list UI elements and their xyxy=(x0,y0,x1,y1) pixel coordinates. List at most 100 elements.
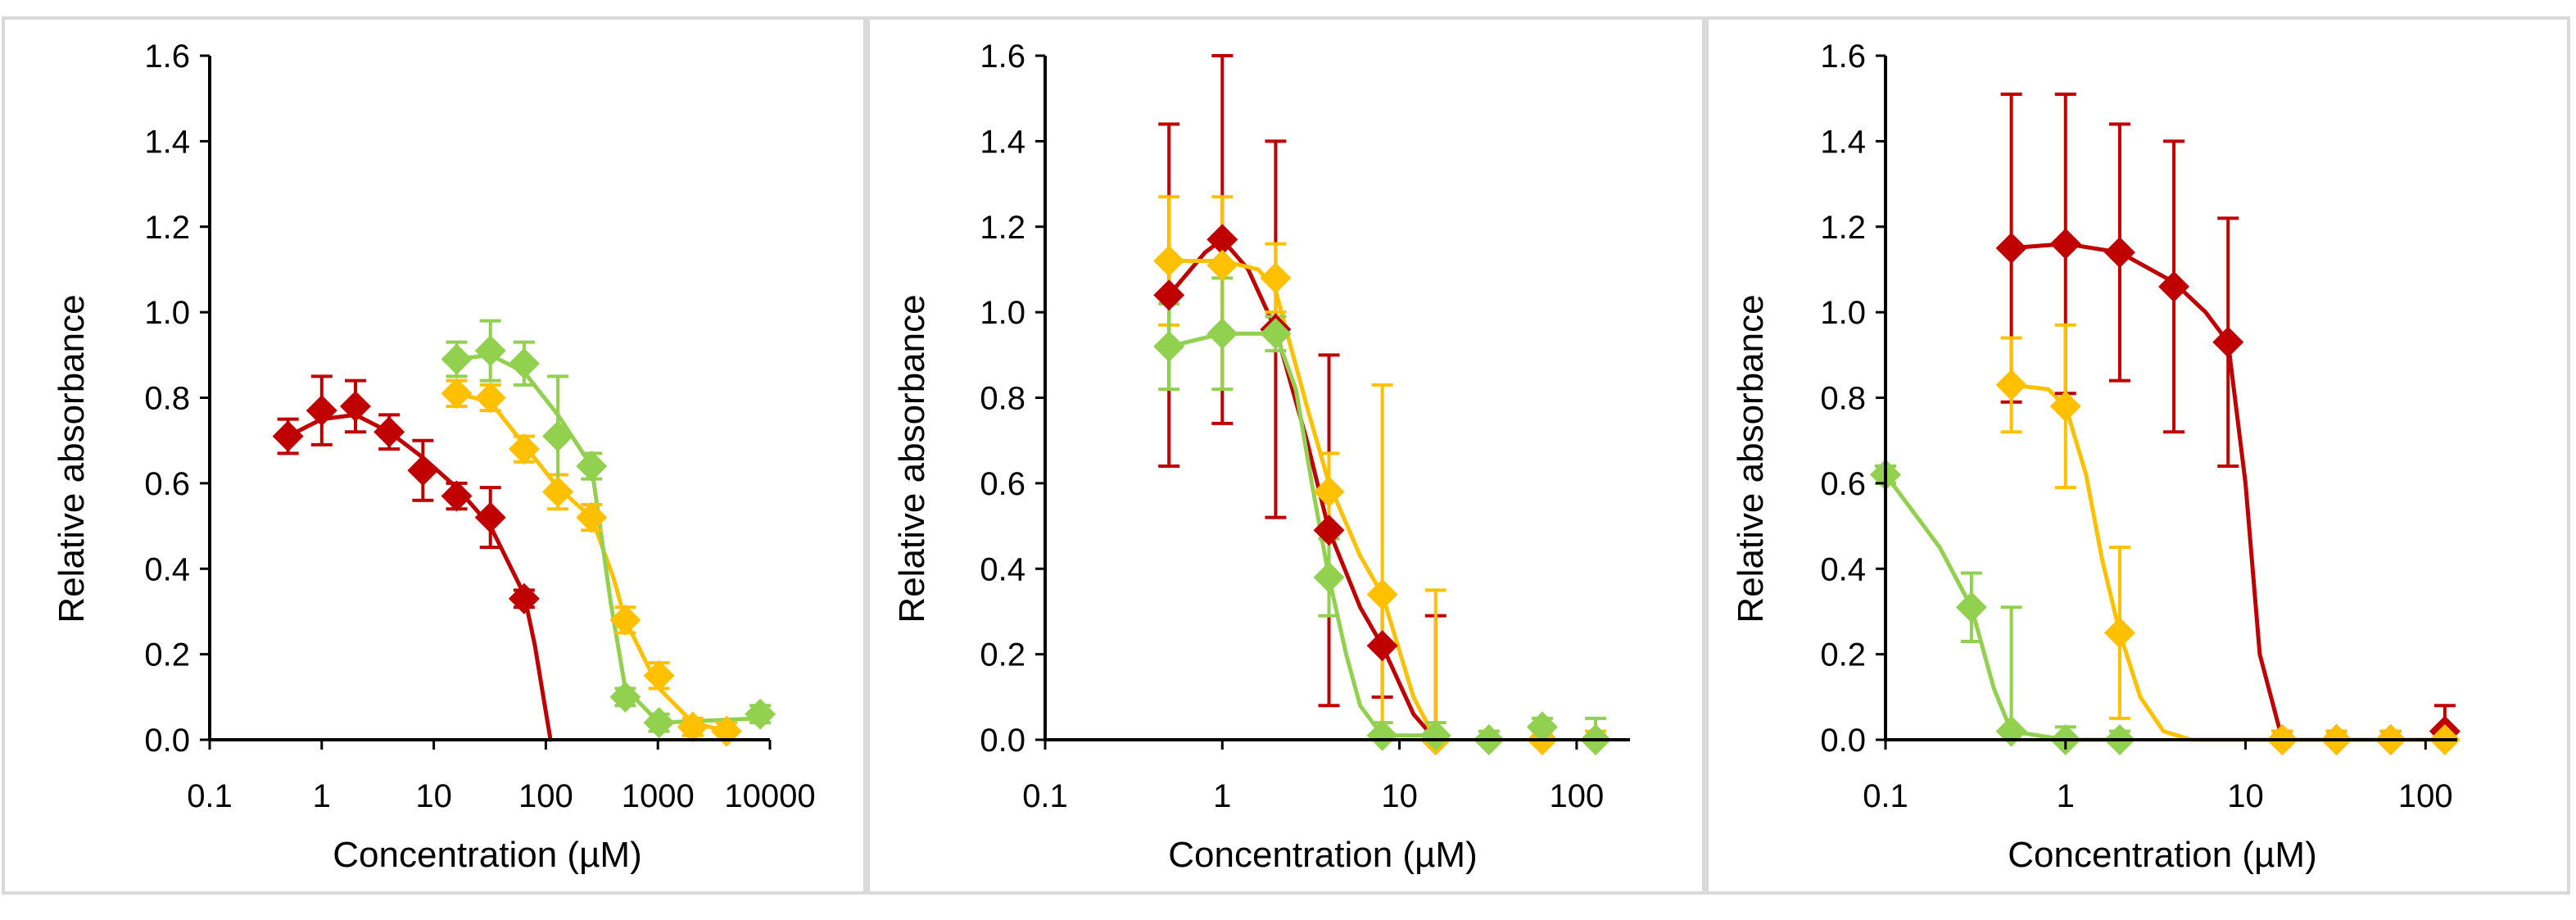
x-tick-label: 1 xyxy=(2057,778,2075,814)
data-point-red-8 xyxy=(1366,630,1398,662)
y-axis-label: Relative absorbance xyxy=(1731,294,1771,623)
x-tick-label: 0.1 xyxy=(187,778,233,814)
data-point-orange-8 xyxy=(1366,578,1398,610)
x-tick-label: 1000 xyxy=(622,778,695,814)
data-point-green-16 xyxy=(1419,719,1451,751)
y-tick-label: 1.6 xyxy=(1820,39,1866,75)
data-point-red-32 xyxy=(474,501,506,533)
data-point-orange-0p5 xyxy=(1153,245,1185,277)
data-point-green-32 xyxy=(474,335,506,367)
y-tick-label: 0.2 xyxy=(1820,637,1866,673)
data-point-green-8192 xyxy=(745,698,776,730)
data-point-orange-16 xyxy=(441,378,473,410)
y-tick-label: 1.6 xyxy=(980,39,1025,75)
data-point-green-2 xyxy=(1260,318,1292,350)
x-tick-label: 0.1 xyxy=(1022,778,1068,814)
y-tick-label: 1.2 xyxy=(980,210,1025,246)
data-point-green-256 xyxy=(576,451,608,482)
y-tick-label: 0.8 xyxy=(980,381,1025,417)
panel-frame-3 xyxy=(1705,16,2570,895)
data-point-red-2 xyxy=(2103,237,2135,269)
y-tick-label: 0.0 xyxy=(144,723,190,759)
y-tick-label: 1.4 xyxy=(144,124,190,160)
x-tick-label: 100 xyxy=(2398,778,2453,814)
data-point-orange-1 xyxy=(2049,390,2081,422)
data-point-green-4 xyxy=(1313,561,1345,593)
data-point-red-8 xyxy=(2212,326,2244,358)
y-tick-label: 1.4 xyxy=(980,124,1025,160)
panel-frame-2 xyxy=(867,16,1705,895)
panel-frame-1 xyxy=(2,16,867,895)
data-point-orange-1 xyxy=(1207,249,1238,281)
y-axis-label: Relative absorbance xyxy=(52,294,92,623)
fit-curve-orange xyxy=(1166,259,1438,742)
fit-curve-green xyxy=(455,352,763,725)
y-tick-label: 1.0 xyxy=(144,295,190,331)
x-tick-label: 10000 xyxy=(724,778,815,814)
y-tick-label: 1.0 xyxy=(980,295,1025,331)
data-point-green-16 xyxy=(441,343,473,375)
data-point-orange-128 xyxy=(542,476,574,508)
data-point-green-8 xyxy=(1366,719,1398,751)
data-point-orange-0p5 xyxy=(1995,369,2027,401)
error-bar-orange xyxy=(1424,588,1446,740)
y-tick-label: 0.2 xyxy=(980,637,1025,673)
data-point-red-8 xyxy=(407,455,439,487)
data-point-red-4 xyxy=(1313,514,1345,546)
y-tick-label: 0.8 xyxy=(144,381,190,417)
y-tick-label: 0.0 xyxy=(1820,723,1866,759)
x-tick-label: 10 xyxy=(1381,778,1418,814)
fit-curve-orange xyxy=(455,391,729,734)
x-tick-label: 100 xyxy=(518,778,573,814)
x-tick-label: 1 xyxy=(1213,778,1231,814)
data-point-green-64 xyxy=(1526,711,1558,743)
data-point-orange-2048 xyxy=(677,711,709,743)
data-point-red-1 xyxy=(1207,224,1238,256)
data-point-green-0p5 xyxy=(1153,330,1185,362)
data-point-orange-256 xyxy=(576,501,608,533)
y-axis-label: Relative absorbance xyxy=(892,294,932,623)
data-point-orange-2 xyxy=(1260,262,1292,294)
x-tick-label: 10 xyxy=(415,778,452,814)
data-point-red-2 xyxy=(339,390,371,422)
y-tick-label: 0.6 xyxy=(144,466,190,502)
error-bar-orange xyxy=(1371,383,1393,740)
y-tick-label: 0.4 xyxy=(144,551,190,587)
data-point-green-64 xyxy=(508,347,540,379)
y-tick-label: 1.2 xyxy=(144,210,190,246)
fit-curve-red xyxy=(1166,237,1438,742)
data-point-orange-512 xyxy=(609,604,641,636)
data-point-green-128 xyxy=(542,420,574,452)
data-point-red-0p5 xyxy=(1995,232,2027,264)
data-point-green-0p3 xyxy=(1955,591,1987,623)
data-point-red-1 xyxy=(306,395,337,427)
y-tick-label: 1.0 xyxy=(1820,295,1866,331)
x-tick-label: 10 xyxy=(2227,778,2264,814)
y-tick-label: 1.6 xyxy=(144,39,190,75)
y-tick-label: 0.4 xyxy=(1820,551,1866,587)
data-point-orange-64 xyxy=(508,433,540,465)
y-tick-label: 0.6 xyxy=(980,466,1025,502)
data-point-red-4 xyxy=(373,416,405,448)
data-point-orange-2 xyxy=(2103,617,2135,649)
data-point-orange-4 xyxy=(1313,476,1345,508)
data-point-red-1 xyxy=(2049,228,2081,260)
x-axis-label: Concentration (µM) xyxy=(2008,835,2316,875)
y-tick-label: 0.2 xyxy=(144,637,190,673)
data-point-red-64 xyxy=(508,582,540,614)
y-tick-label: 0.4 xyxy=(980,551,1025,587)
panel-2: 0.0 0.2 0.4 0.6 0.8 1.0 1.2 1.4 1.6 0.1 1 10 100 Re… xyxy=(892,39,1630,875)
data-point-orange-32 xyxy=(474,382,506,414)
data-point-green-1024 xyxy=(643,707,675,739)
x-tick-label: 100 xyxy=(1550,778,1605,814)
data-point-red-16 xyxy=(441,480,473,512)
panel-3: 0.0 0.2 0.4 0.6 0.8 1.0 1.2 1.4 1.6 0.1 1 10 100 Re… xyxy=(1731,39,2461,875)
y-tick-label: 0.0 xyxy=(980,723,1025,759)
x-tick-label: 0.1 xyxy=(1863,778,1908,814)
x-axis-label: Concentration (µM) xyxy=(1168,835,1477,875)
y-tick-label: 1.2 xyxy=(1820,210,1866,246)
y-tick-label: 0.6 xyxy=(1820,466,1866,502)
data-point-green-0p5 xyxy=(1995,715,2027,747)
data-point-green-512 xyxy=(609,681,641,713)
